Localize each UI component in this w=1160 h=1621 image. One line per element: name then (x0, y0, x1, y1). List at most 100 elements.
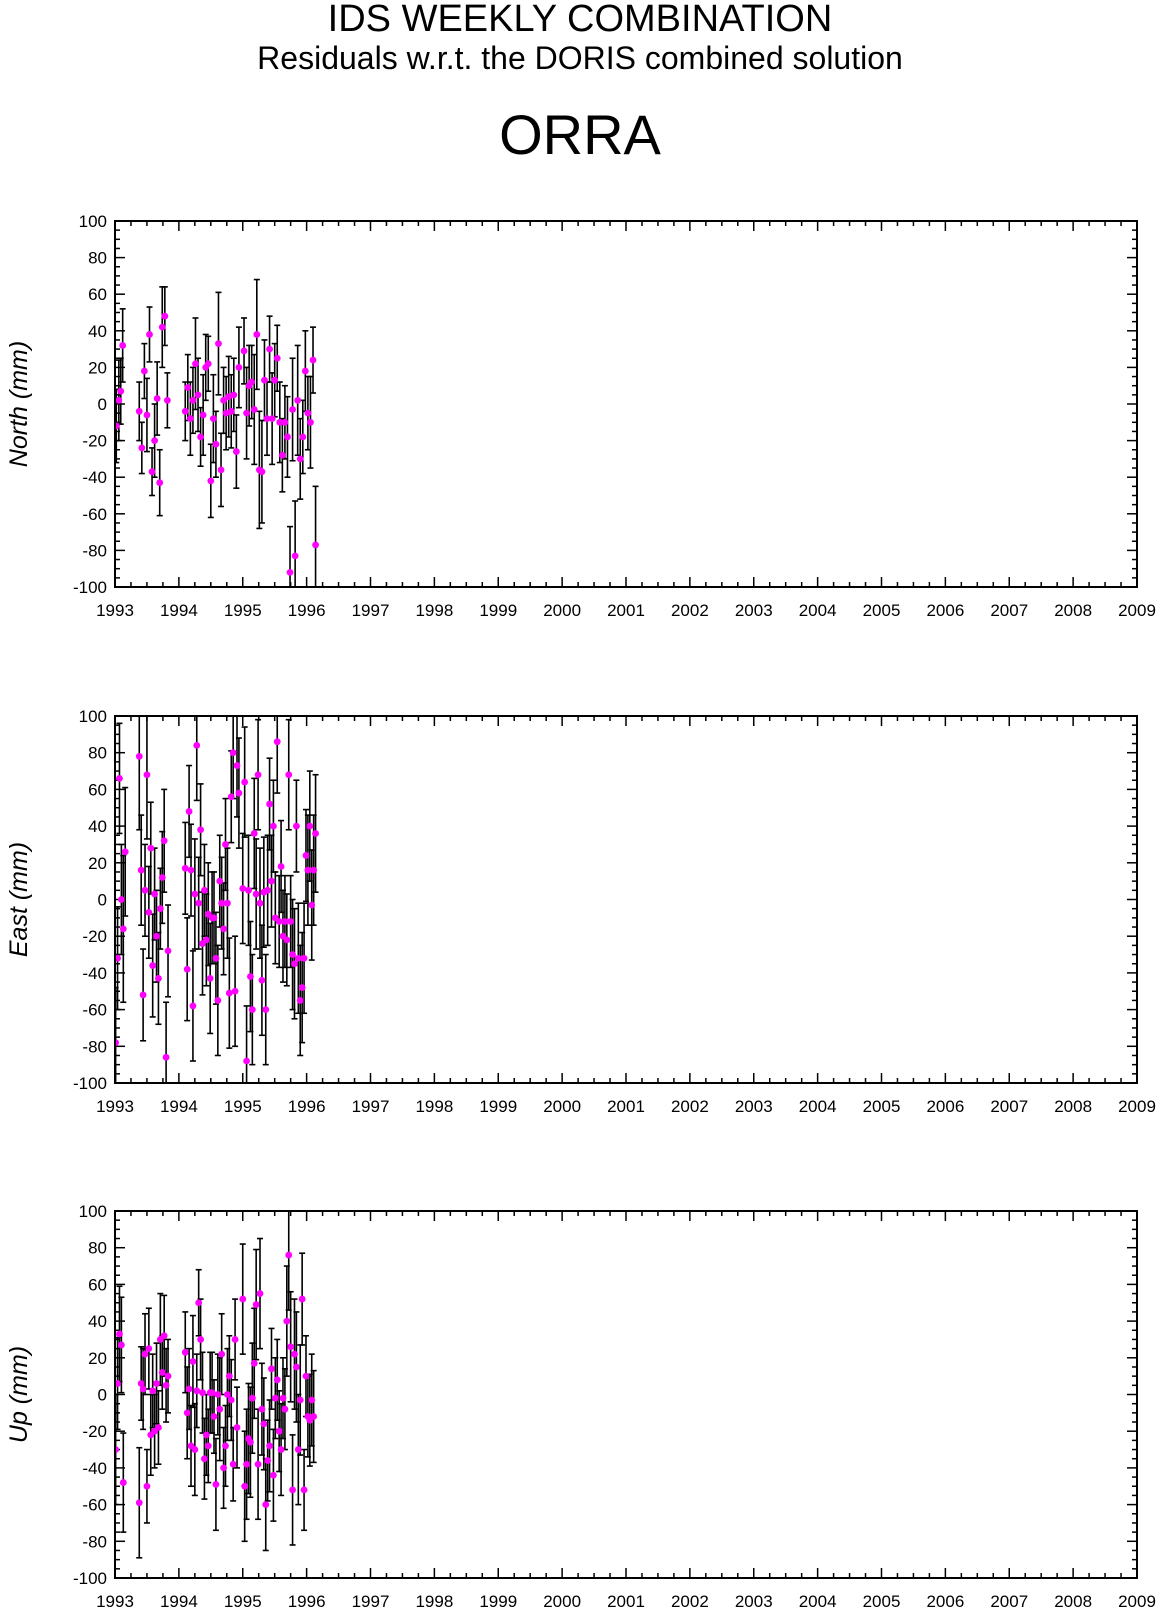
data-point (215, 340, 222, 348)
data-point (117, 1341, 125, 1349)
data-point (231, 1336, 239, 1343)
data-point (264, 1457, 272, 1464)
data-point (291, 552, 299, 560)
y-axis-label: Up (mm) (5, 1346, 33, 1443)
y-axis-label: East (mm) (5, 842, 33, 957)
data-point (162, 1053, 170, 1061)
data-point (225, 393, 233, 401)
data-point (194, 391, 202, 399)
chart-panel: 100 80 60 40 20 0 -20 -40 -60 -80 -100 1993 1994 1995… (5, 707, 1156, 1116)
data-point (294, 1446, 302, 1453)
data-point (202, 936, 210, 944)
x-tick-label: 2005 (863, 1097, 901, 1116)
data-point (160, 837, 168, 845)
data-point (137, 866, 145, 874)
data-point (153, 932, 160, 940)
data-point (158, 874, 166, 881)
data-point (141, 1350, 149, 1358)
data-point (201, 886, 208, 894)
data-point (160, 1332, 168, 1340)
chart-panel: 100 80 60 40 20 0 -20 -40 -60 -80 -100 1993 1994 1995… (5, 212, 1156, 620)
data-point (306, 822, 314, 830)
data-point (291, 1350, 298, 1358)
data-point (117, 387, 125, 395)
data-point (149, 962, 157, 969)
data-point (279, 1394, 287, 1402)
x-tick-label: 1995 (224, 1592, 262, 1611)
data-point (252, 1301, 260, 1308)
data-point (191, 890, 199, 898)
data-point (258, 468, 266, 476)
x-tick-label: 1993 (96, 1097, 134, 1116)
data-point (307, 418, 314, 426)
data-point (115, 954, 121, 962)
data-point (117, 896, 125, 903)
y-tick-label: -60 (82, 1496, 107, 1515)
y-tick-label: -100 (73, 1569, 107, 1588)
x-tick-label: 2006 (926, 601, 964, 620)
data-point (148, 468, 156, 476)
x-tick-label: 1997 (352, 1592, 390, 1611)
data-point (289, 1486, 296, 1494)
y-tick-label: -40 (82, 468, 107, 487)
data-point (212, 954, 220, 962)
data-point (156, 479, 164, 487)
data-point (293, 1363, 300, 1371)
data-point (183, 1409, 191, 1417)
data-point (287, 1343, 295, 1351)
data-point (256, 1290, 264, 1297)
x-tick-label: 2005 (863, 601, 901, 620)
data-point (161, 312, 169, 320)
data-point (197, 433, 204, 441)
x-tick-label: 2002 (671, 1592, 709, 1611)
data-point (250, 830, 258, 837)
data-point (296, 1396, 304, 1404)
data-point (273, 1376, 281, 1384)
data-point (232, 448, 240, 455)
data-point (204, 1442, 212, 1450)
y-tick-label: 40 (88, 1312, 107, 1331)
data-point (293, 822, 300, 830)
x-tick-label: 1996 (288, 1592, 326, 1611)
y-tick-label: 60 (88, 780, 107, 799)
data-point (227, 407, 235, 415)
x-tick-label: 1998 (415, 601, 453, 620)
data-point (243, 1057, 250, 1065)
x-tick-label: 1996 (288, 601, 326, 620)
data-point (210, 1413, 218, 1420)
x-tick-label: 1999 (479, 601, 517, 620)
data-point (263, 415, 271, 423)
data-point (258, 1405, 266, 1413)
data-point (189, 1358, 197, 1365)
data-series (115, 278, 319, 587)
data-point (289, 406, 296, 413)
data-point (156, 905, 164, 913)
data-point (233, 1424, 241, 1431)
data-point (300, 1486, 308, 1494)
x-tick-label: 1998 (415, 1097, 453, 1116)
data-point (277, 863, 285, 870)
data-point (149, 1387, 157, 1395)
data-point (189, 1002, 197, 1010)
y-tick-label: -80 (82, 541, 107, 560)
data-point (225, 989, 233, 997)
x-tick-label: 2007 (990, 1592, 1028, 1611)
x-tick-label: 1993 (96, 601, 134, 620)
y-tick-label: -40 (82, 1459, 107, 1478)
data-point (141, 886, 149, 894)
y-tick-label: 0 (98, 891, 107, 910)
data-point (240, 347, 248, 355)
data-point (281, 418, 289, 426)
data-point (212, 440, 220, 448)
data-point (202, 1431, 210, 1439)
data-point (302, 852, 310, 859)
data-point (191, 1446, 199, 1453)
data-point (248, 378, 256, 386)
y-tick-label: 100 (79, 707, 107, 726)
data-point (192, 360, 199, 368)
data-point (146, 331, 153, 338)
x-tick-label: 2009 (1118, 1592, 1156, 1611)
plot-frame (114, 220, 1138, 588)
data-point (115, 396, 123, 404)
x-tick-label: 1993 (96, 1592, 134, 1611)
